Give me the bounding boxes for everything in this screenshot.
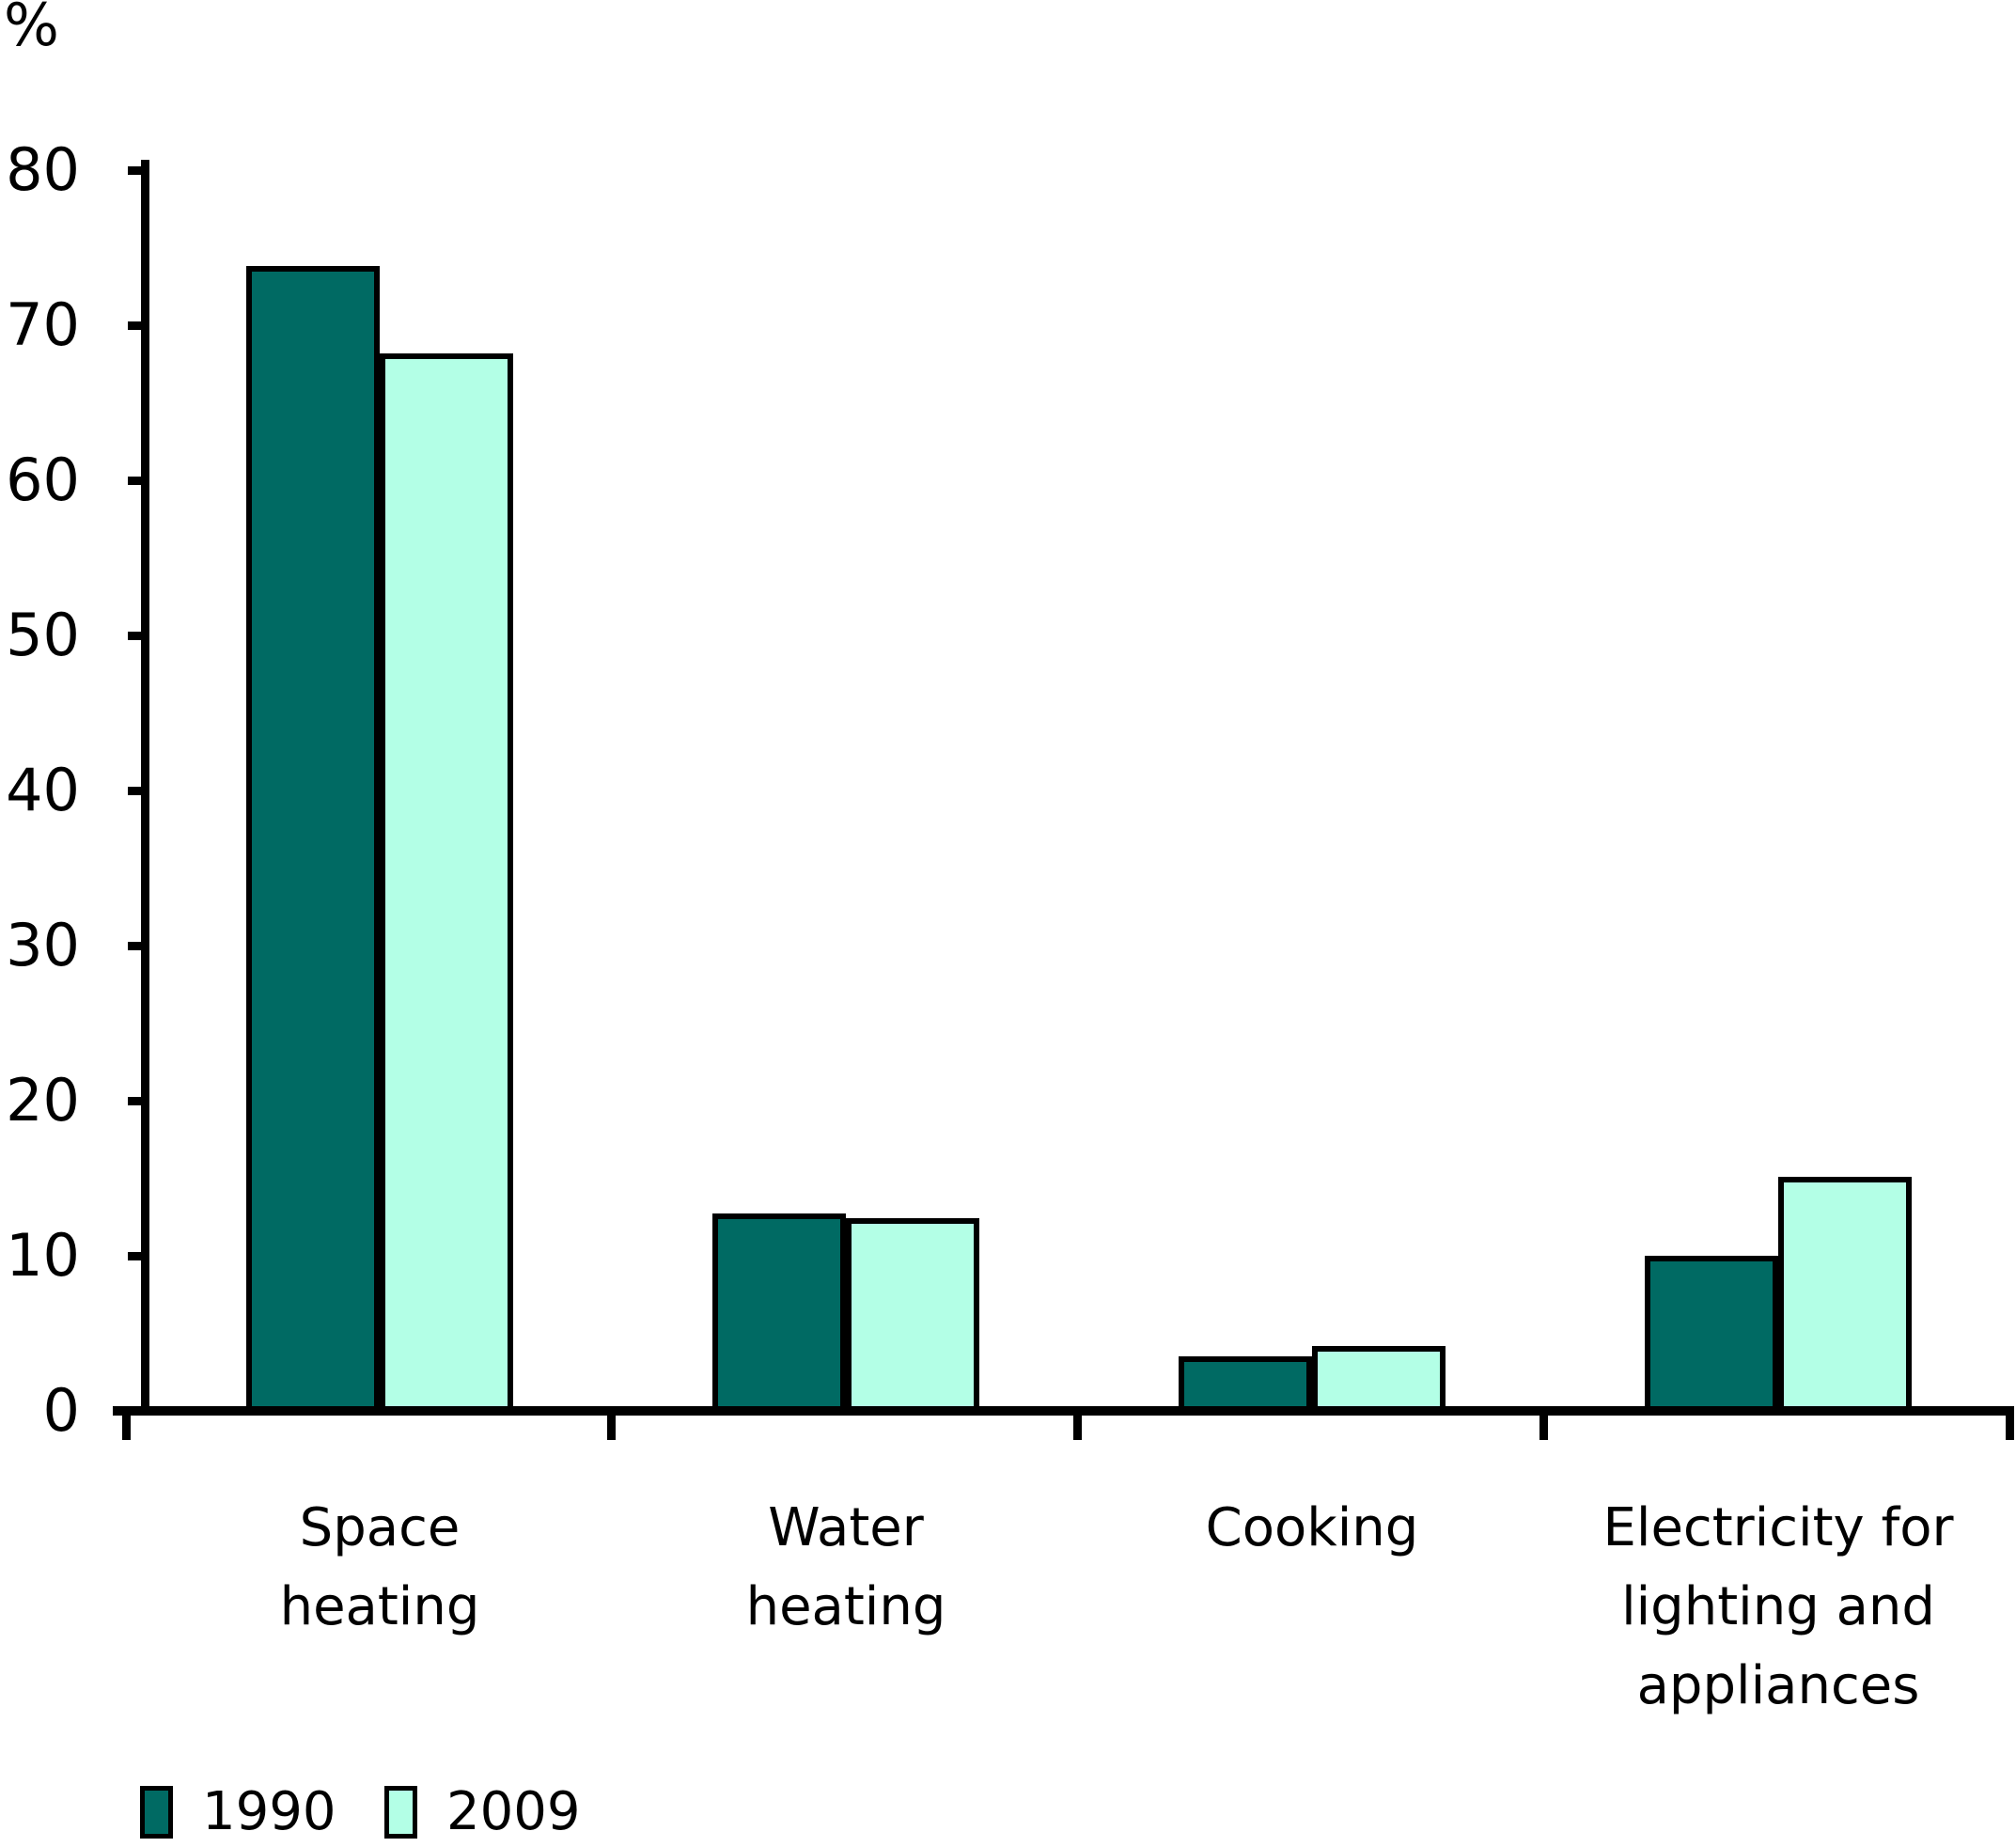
x-axis-line bbox=[113, 1406, 2014, 1416]
y-tick-30 bbox=[128, 942, 145, 950]
x-tick-2 bbox=[1073, 1410, 1082, 1440]
category-label-2: Water heating bbox=[745, 1497, 946, 1637]
category-label-1: Space heating bbox=[279, 1497, 480, 1637]
x-tick-4 bbox=[2006, 1410, 2014, 1440]
category-label-4: Electricity for lighting and appliances bbox=[1602, 1497, 1954, 1716]
x-tick-1 bbox=[607, 1410, 616, 1440]
y-tick-label-0: 0 bbox=[42, 1376, 80, 1445]
y-tick-80 bbox=[128, 166, 145, 175]
y-tick-20 bbox=[128, 1097, 145, 1105]
y-tick-label-50: 50 bbox=[6, 601, 80, 669]
bar-1990-water-heating bbox=[712, 1213, 846, 1416]
y-tick-label-20: 20 bbox=[6, 1066, 80, 1135]
category-label-3: Cooking bbox=[1205, 1497, 1419, 1558]
legend-label-1990: 1990 bbox=[202, 1781, 336, 1842]
x-tick-0 bbox=[122, 1410, 131, 1440]
legend-swatch-2009 bbox=[384, 1786, 417, 1839]
y-tick-70 bbox=[128, 321, 145, 330]
y-tick-label-40: 40 bbox=[6, 756, 80, 824]
y-tick-label-70: 70 bbox=[6, 290, 80, 359]
y-axis-line bbox=[141, 160, 149, 1416]
bar-2009-water-heating bbox=[846, 1218, 979, 1416]
y-tick-label-10: 10 bbox=[6, 1221, 80, 1290]
bar-1990-space-heating bbox=[246, 266, 380, 1416]
y-tick-40 bbox=[128, 787, 145, 795]
bar-1990-electricity-for bbox=[1645, 1256, 1778, 1416]
y-axis-unit-label: % bbox=[4, 0, 59, 59]
y-tick-10 bbox=[128, 1252, 145, 1260]
x-tick-3 bbox=[1539, 1410, 1548, 1440]
bar-2009-electricity-for bbox=[1778, 1176, 1912, 1416]
y-tick-50 bbox=[128, 632, 145, 640]
bar-2009-cooking bbox=[1312, 1345, 1446, 1416]
y-tick-label-60: 60 bbox=[6, 446, 80, 514]
legend-label-2009: 2009 bbox=[446, 1781, 581, 1842]
legend-swatch-1990 bbox=[140, 1786, 173, 1839]
y-tick-60 bbox=[128, 477, 145, 485]
y-tick-label-80: 80 bbox=[6, 135, 80, 204]
y-tick-label-30: 30 bbox=[6, 911, 80, 979]
bar-2009-space-heating bbox=[380, 352, 513, 1416]
